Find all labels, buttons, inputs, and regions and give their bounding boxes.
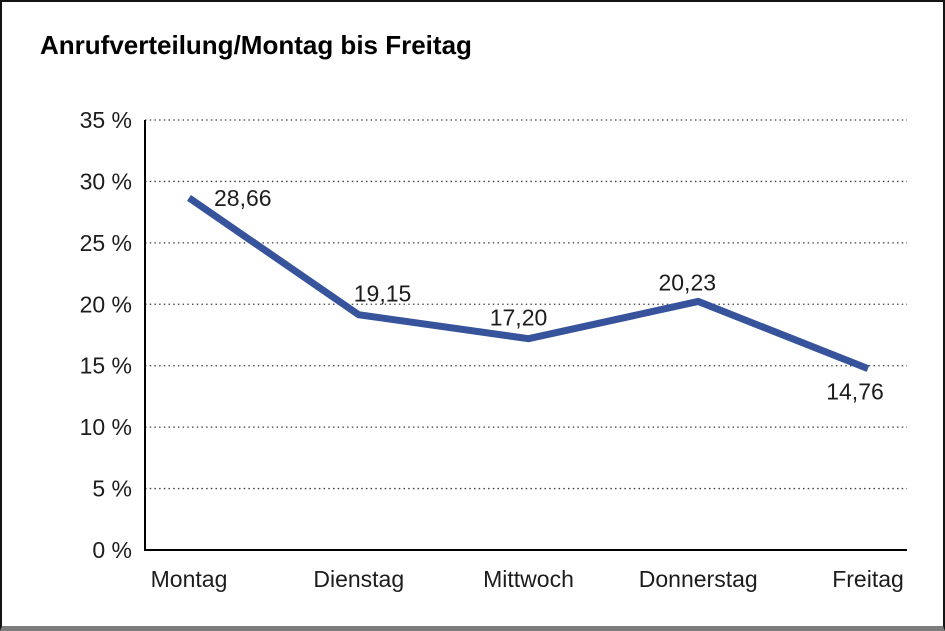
- data-label: 14,76: [826, 379, 884, 405]
- y-tick-label: 15 %: [80, 353, 132, 379]
- x-axis-label: Freitag: [832, 566, 904, 592]
- y-tick-label: 20 %: [80, 291, 132, 317]
- data-label: 17,20: [490, 305, 548, 331]
- y-tick-label: 10 %: [80, 414, 132, 440]
- y-tick-label: 35 %: [80, 107, 132, 133]
- x-axis-label: Donnerstag: [639, 566, 758, 592]
- y-tick-label: 30 %: [80, 168, 132, 194]
- x-axis-label: Dienstag: [313, 566, 404, 592]
- x-axis-label: Mittwoch: [483, 566, 574, 592]
- chart-title: Anrufverteilung/Montag bis Freitag: [40, 30, 472, 60]
- data-label: 20,23: [658, 269, 716, 295]
- y-tick-label: 5 %: [92, 476, 132, 502]
- data-label: 19,15: [354, 281, 412, 307]
- y-tick-label: 0 %: [92, 537, 132, 563]
- axis-line: [144, 120, 907, 551]
- y-tick-label: 25 %: [80, 230, 132, 256]
- x-axis-label: Montag: [151, 566, 228, 592]
- series-line: [187, 195, 870, 372]
- data-label: 28,66: [214, 185, 272, 211]
